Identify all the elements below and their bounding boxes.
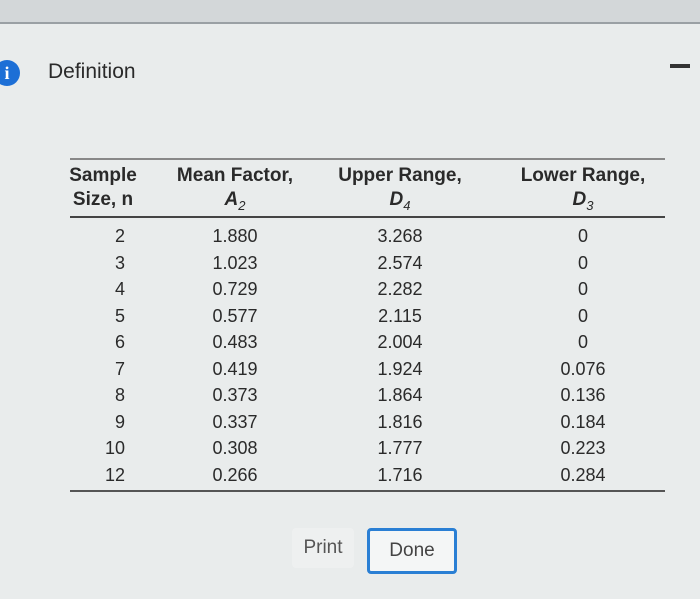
sample-size-cell: 2 (114, 226, 125, 246)
symbol: D (572, 189, 587, 210)
factor-cell: 0 (577, 332, 588, 352)
sample-size-cell: 5 (114, 305, 125, 326)
factor-cell: 1.023 (212, 252, 258, 273)
column-header: Mean Factor, A2 (155, 164, 315, 218)
header-symbol: A2 (155, 188, 315, 218)
sample-size-cell: 4 (114, 279, 125, 299)
factor-cell: 1.777 (377, 438, 423, 458)
factor-cell: 0.076 (560, 358, 606, 379)
header-line: Lower Range, (520, 165, 646, 186)
dialog-title: Definition (48, 60, 136, 83)
factor-cell: 0.729 (212, 279, 258, 299)
factor-cell: 2.574 (377, 252, 423, 273)
header-symbol: D3 (503, 188, 663, 218)
column-header: Sample Size, n (23, 164, 183, 212)
factor-cell: 2.115 (378, 305, 422, 326)
sample-size-cell: 6 (114, 332, 125, 352)
sample-size-cell: 12 (104, 464, 125, 485)
factor-cell: 2.282 (377, 279, 423, 299)
header-rule (70, 216, 665, 218)
factor-cell: 0.337 (212, 411, 258, 432)
print-button[interactable]: Print (292, 528, 354, 568)
factor-cell: 0 (577, 226, 588, 246)
table (70, 158, 665, 492)
header-line: Size, n (72, 189, 134, 210)
factor-cell: 2.004 (377, 332, 423, 352)
factor-cell: 0 (577, 279, 588, 299)
factor-cell: 0.373 (212, 385, 258, 405)
factor-cell: 1.924 (377, 358, 423, 379)
factor-cell: 1.880 (212, 226, 258, 246)
factor-cell: 0.136 (560, 385, 606, 405)
symbol-subscript: 3 (586, 197, 594, 213)
symbol-subscript: 2 (238, 197, 246, 213)
factor-cell: 0.308 (212, 438, 258, 458)
factor-cell: 0 (577, 252, 588, 273)
sample-size-cell: 7 (114, 358, 125, 379)
done-button[interactable]: Done (367, 528, 457, 574)
factor-cell: 1.716 (377, 464, 423, 485)
sample-size-cell: 9 (114, 411, 125, 432)
header-symbol: D4 (320, 188, 480, 218)
symbol-subscript: 4 (403, 197, 411, 213)
symbol: A (224, 189, 239, 210)
sample-size-cell: 3 (114, 252, 125, 273)
factor-cell: 1.864 (377, 385, 423, 405)
header-line: Sample (69, 165, 137, 186)
top-bar (0, 0, 700, 24)
sample-size-cell: 8 (114, 385, 125, 405)
factor-cell: 3.268 (377, 226, 423, 246)
sample-size-cell: 10 (104, 438, 125, 458)
factor-cell: 0.419 (212, 358, 258, 379)
column-header: Upper Range, D4 (320, 164, 480, 218)
header-line: Mean Factor, (176, 165, 294, 186)
header-line: Upper Range, (338, 165, 462, 186)
info-icon: i (0, 60, 20, 86)
symbol: D (389, 189, 404, 210)
factor-cell: 1.816 (377, 411, 423, 432)
factor-cell: 0.223 (560, 438, 606, 458)
factor-cell: 0.184 (560, 411, 606, 432)
minimize-button[interactable] (670, 64, 690, 68)
factor-cell: 0.577 (212, 305, 258, 326)
factor-cell: 0.483 (212, 332, 258, 352)
factor-cell: 0.284 (560, 464, 606, 485)
column-header: Lower Range, D3 (503, 164, 663, 218)
factor-cell: 0 (577, 305, 588, 326)
factor-cell: 0.266 (212, 464, 258, 485)
